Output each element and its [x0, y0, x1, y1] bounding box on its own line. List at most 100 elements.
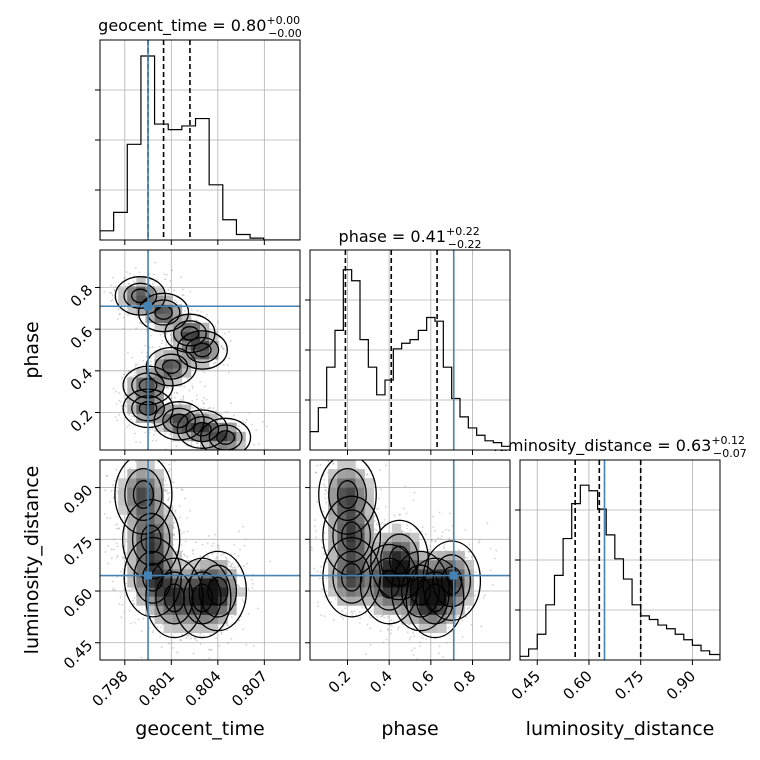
sample-point — [162, 332, 165, 335]
sample-point — [242, 525, 244, 528]
sample-point — [179, 398, 182, 401]
density-cell — [218, 596, 228, 606]
density-cell — [163, 304, 174, 314]
density-cell — [172, 331, 183, 342]
sample-point — [122, 316, 125, 319]
sample-point — [229, 565, 232, 568]
density-cell — [172, 431, 183, 442]
density-cell — [190, 614, 201, 624]
sample-point — [233, 552, 236, 555]
density-cell — [163, 359, 174, 369]
sample-point — [174, 299, 177, 302]
sample-point — [150, 363, 153, 366]
sample-point — [182, 399, 185, 401]
density-cell — [328, 587, 338, 597]
density-cell — [355, 487, 365, 497]
sample-point — [405, 512, 408, 515]
density-cell — [227, 596, 237, 606]
sample-point — [160, 342, 163, 345]
sample-point — [178, 505, 181, 508]
sample-point — [344, 607, 346, 610]
sample-point — [369, 643, 372, 646]
sample-point — [251, 579, 253, 581]
density-cell — [145, 496, 155, 506]
sample-point — [126, 426, 129, 428]
sample-point — [457, 615, 460, 618]
density-cell — [127, 550, 137, 561]
sample-point — [125, 401, 128, 404]
sample-point — [179, 639, 182, 641]
sample-point — [440, 535, 443, 538]
sample-point — [220, 413, 223, 416]
sample-point — [123, 589, 126, 591]
density-cell — [136, 541, 146, 552]
density-cell — [145, 413, 155, 424]
sample-point — [125, 405, 128, 408]
density-cell — [127, 487, 137, 497]
sample-point — [132, 280, 135, 283]
sample-point — [366, 473, 369, 476]
density-cell — [337, 496, 347, 506]
sample-point — [324, 493, 326, 495]
sample-point — [148, 346, 151, 349]
sample-point — [115, 468, 118, 471]
sample-point — [222, 364, 225, 366]
sample-point — [474, 570, 477, 573]
density-cell — [200, 623, 210, 634]
sample-point — [142, 359, 145, 362]
sample-point — [111, 580, 114, 583]
sample-point — [166, 492, 169, 495]
sample-point — [378, 497, 380, 500]
density-cell — [200, 440, 210, 450]
sample-point — [330, 600, 333, 603]
sample-point — [118, 392, 120, 394]
sample-point — [107, 544, 110, 547]
sample-point — [409, 529, 412, 532]
density-cell — [190, 605, 201, 615]
sample-point — [221, 344, 223, 347]
sample-point — [242, 420, 245, 423]
sample-point — [120, 616, 123, 619]
density-cell — [200, 596, 210, 606]
sample-point — [106, 516, 109, 519]
density-cell — [163, 322, 174, 333]
sample-point — [228, 331, 230, 333]
sample-point — [325, 561, 328, 563]
density-cell — [136, 514, 146, 524]
sample-point — [216, 330, 219, 333]
density-cell — [181, 431, 192, 442]
sample-point — [319, 571, 322, 574]
sample-point — [466, 557, 469, 559]
density-cell — [136, 395, 146, 405]
sample-point — [137, 618, 140, 621]
sample-point — [183, 385, 186, 388]
sample-point — [169, 432, 172, 435]
sample-point — [419, 641, 422, 644]
sample-point — [130, 622, 132, 625]
sample-point — [116, 556, 118, 559]
density-cell — [346, 541, 356, 552]
sample-point — [438, 645, 441, 648]
density-cell — [136, 560, 146, 570]
sample-point — [121, 376, 124, 379]
sample-point — [130, 356, 133, 359]
sample-point — [245, 643, 248, 646]
sample-point — [212, 362, 215, 365]
sample-point — [113, 290, 116, 292]
density-cell — [145, 523, 155, 534]
sample-point — [243, 600, 245, 603]
sample-point — [239, 548, 241, 551]
density-cell — [190, 623, 201, 634]
sample-point — [165, 341, 168, 344]
sample-point — [266, 425, 268, 428]
sample-point — [186, 530, 189, 533]
sample-point — [133, 621, 136, 624]
density-cell — [355, 560, 365, 570]
sample-point — [119, 401, 122, 403]
density-cell — [145, 460, 155, 470]
sample-point — [123, 276, 126, 279]
sample-point — [410, 649, 413, 652]
sample-point — [176, 651, 179, 654]
sample-point — [134, 371, 137, 374]
sample-point — [406, 527, 409, 530]
